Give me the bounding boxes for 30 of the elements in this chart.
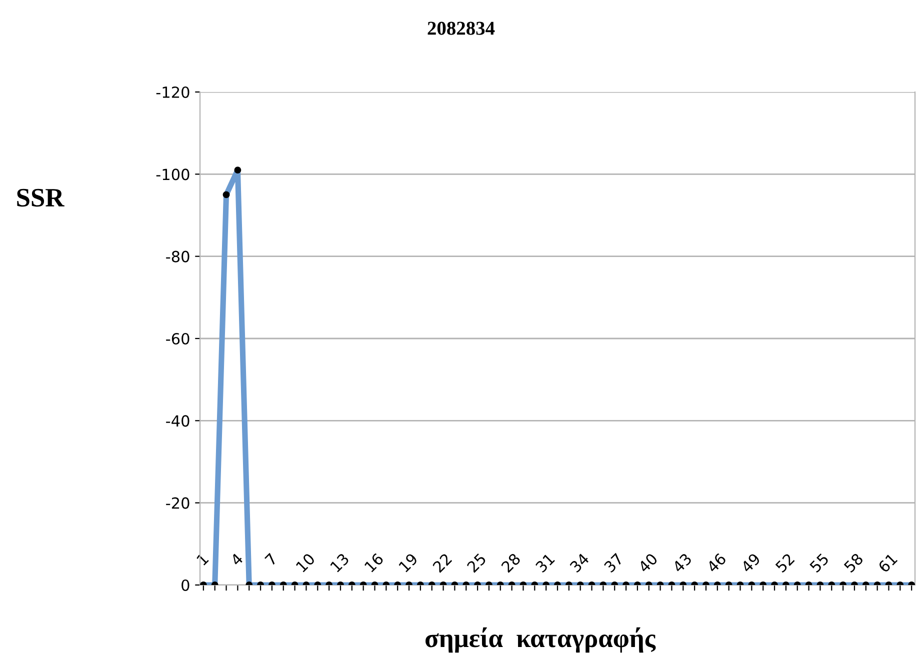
x-tick-label: 4: [230, 552, 244, 566]
x-tick-label: 40: [637, 552, 658, 574]
x-tick-label: 52: [774, 552, 795, 573]
x-tick-label: 19: [398, 552, 418, 573]
x-tick-label: 31: [534, 552, 556, 573]
x-tick-label: 22: [432, 552, 452, 573]
x-axis-title: σημεία καταγραφής: [426, 627, 656, 653]
x-tick-label: 55: [809, 552, 830, 573]
x-tick-label: 58: [843, 552, 864, 573]
y-tick-label: 0: [182, 579, 190, 592]
x-tick-label: 61: [878, 552, 898, 574]
y-tick-label: -120: [156, 86, 190, 98]
x-tick-label: 46: [706, 552, 727, 574]
y-axis-title: SSR: [17, 188, 64, 207]
x-tick-label: 13: [330, 552, 350, 573]
x-tick-label: 43: [672, 552, 692, 574]
x-tick-label: 37: [604, 552, 624, 573]
x-tick-label: 7: [264, 552, 278, 566]
y-tick-label: -60: [166, 332, 190, 345]
y-tick-label: -40: [166, 415, 190, 427]
x-tick-label: 49: [740, 552, 761, 574]
x-tick-label: 34: [569, 552, 590, 573]
x-tick-label: 28: [500, 552, 522, 573]
y-tick-label: -20: [166, 497, 190, 509]
y-tick-label: -80: [166, 250, 190, 262]
chart-title: 2082834: [428, 22, 495, 35]
x-tick-label: 16: [364, 552, 384, 573]
x-tick-label: 10: [296, 552, 316, 573]
x-tick-label: 25: [466, 552, 487, 573]
y-tick-label: -100: [156, 168, 190, 180]
